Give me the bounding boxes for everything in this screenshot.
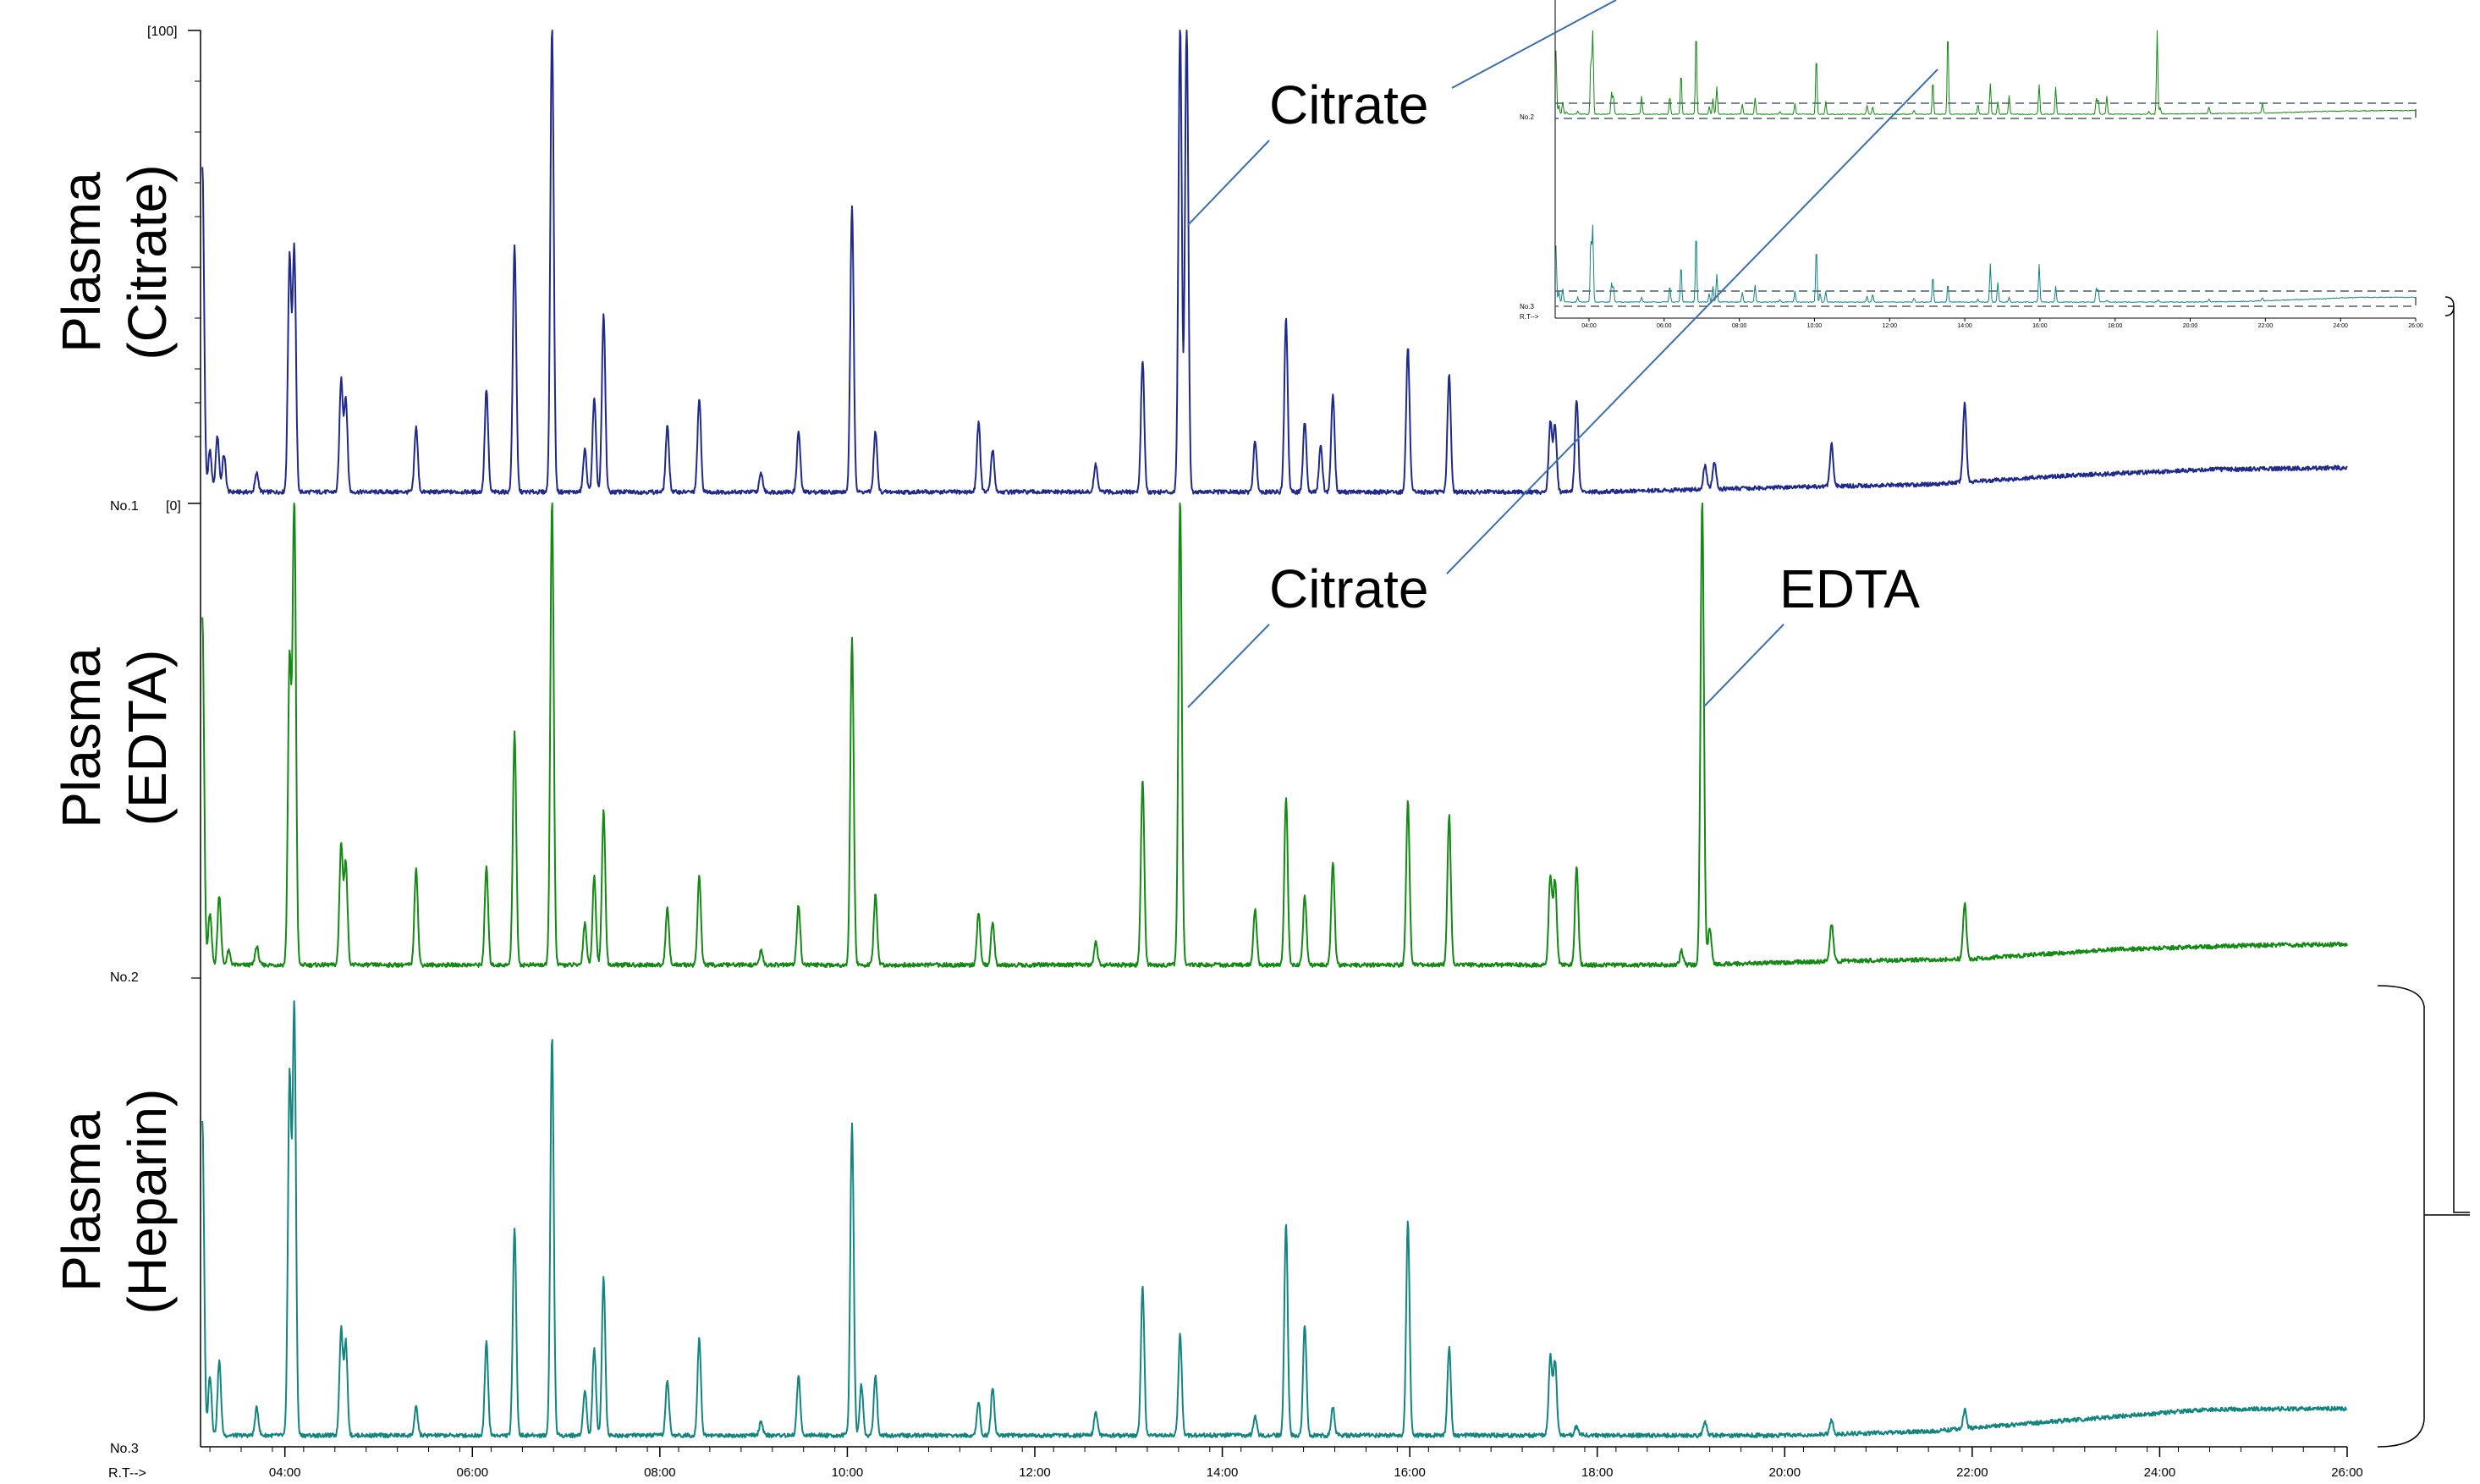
row-title-no1: Plasma (Citrate): [51, 164, 178, 360]
row-title-no2-line2: (EDTA): [117, 650, 178, 827]
inset-x-tick-label: 18:00: [2108, 323, 2123, 329]
annotation-citrate-mid-text: Citrate: [1269, 558, 1429, 619]
inset-x-tick-label: 24:00: [2333, 323, 2348, 329]
x-tick-label: 12:00: [1019, 1465, 1051, 1480]
inset-x-tick-label: 04:00: [1581, 323, 1597, 329]
annotation-edta-leader: [1702, 624, 1784, 708]
x-tick-label: 26:00: [2331, 1465, 2363, 1480]
row-title-no2-line1: Plasma: [51, 647, 112, 828]
x-tick-label: 24:00: [2144, 1465, 2176, 1480]
trace-label-no1: No.1: [110, 499, 139, 514]
row-title-no1-line1: Plasma: [51, 172, 112, 353]
inset-x-ticks: 04:00 06:00 08:00 10:00 12:00 14:00 16:00 18:00…: [1581, 318, 2423, 329]
row-title-no3-line2: (Heparin): [117, 1089, 178, 1315]
inset-x-tick-label: 10:00: [1807, 323, 1823, 329]
inset-leader-cross: [1446, 69, 1938, 574]
x-axis-label: R.T-->: [108, 1466, 146, 1481]
x-tick-label: 04:00: [269, 1465, 301, 1480]
inset-traces: [1555, 30, 2417, 304]
inset-x-tick-label: 26:00: [2408, 323, 2423, 329]
inset-x-tick-label: 06:00: [1657, 323, 1672, 329]
annotation-citrate-top: Citrate: [1187, 74, 1429, 226]
annotation-edta-text: EDTA: [1779, 558, 1920, 619]
y-tick-top-label: [100]: [147, 25, 178, 39]
inset-trace-no3: [1555, 224, 2417, 304]
x-tick-label: 08:00: [644, 1465, 676, 1480]
trace-no2: [201, 503, 2348, 968]
inset-x-tick-label: 14:00: [1957, 323, 1972, 329]
annotation-citrate-mid-leader: [1187, 624, 1270, 708]
inset-zoom-box-no2: [1554, 102, 2417, 119]
inset-x-tick-label: 20:00: [2183, 323, 2198, 329]
annotation-edta: EDTA: [1702, 558, 1920, 708]
x-tick-label: 22:00: [1956, 1465, 1988, 1480]
annotation-citrate-mid: Citrate: [1187, 558, 1429, 708]
inset-trace-label-no2: No.2: [1520, 113, 1534, 121]
x-ticks: 04:00 06:00 08:00 10:00 12:00 14:00 16:00 18:00…: [209, 1447, 2363, 1480]
bracket-inset: [2444, 296, 2470, 1213]
inset-zoom-box-no3: [1554, 290, 2417, 307]
inset-x-tick-label: 08:00: [1732, 323, 1747, 329]
y-minor-ticks: [195, 30, 201, 437]
x-tick-label: 14:00: [1207, 1465, 1239, 1480]
x-tick-label: 16:00: [1394, 1465, 1426, 1480]
trace-label-no2: No.2: [110, 970, 139, 985]
inset: No.2 No.3 R.T--> 04:00 06:00 08:00 10:00 12:…: [1446, 0, 2423, 574]
x-tick-label: 10:00: [832, 1465, 864, 1480]
bracket-no3: [2377, 985, 2470, 1448]
x-tick-label: 20:00: [1769, 1465, 1801, 1480]
traces: [201, 30, 2348, 1438]
row-title-no2: Plasma (EDTA): [51, 647, 178, 828]
annotation-citrate-top-text: Citrate: [1269, 74, 1429, 135]
inset-background: [1523, 0, 2420, 328]
x-tick-label: 18:00: [1581, 1465, 1614, 1480]
row-title-no3: Plasma (Heparin): [51, 1089, 178, 1315]
inset-x-tick-label: 16:00: [2032, 323, 2048, 329]
row-title-no3-line1: Plasma: [51, 1111, 112, 1292]
inset-trace-no2: [1555, 30, 2417, 116]
trace-no1: [201, 30, 2348, 495]
inset-x-tick-label: 22:00: [2258, 323, 2274, 329]
row-title-no1-line2: (Citrate): [117, 164, 178, 360]
inset-trace-label-no3: No.3: [1520, 303, 1534, 311]
x-tick-label: 06:00: [457, 1465, 489, 1480]
inset-x-axis-label: R.T-->: [1520, 313, 1539, 321]
annotation-citrate-top-leader: [1187, 140, 1270, 226]
inset-leader-top: [1451, 0, 1617, 89]
y-tick-bottom-label: [0]: [166, 499, 181, 514]
inset-x-tick-label: 12:00: [1882, 323, 1897, 329]
trace-no3: [201, 1000, 2348, 1438]
trace-label-no3: No.3: [110, 1442, 139, 1456]
